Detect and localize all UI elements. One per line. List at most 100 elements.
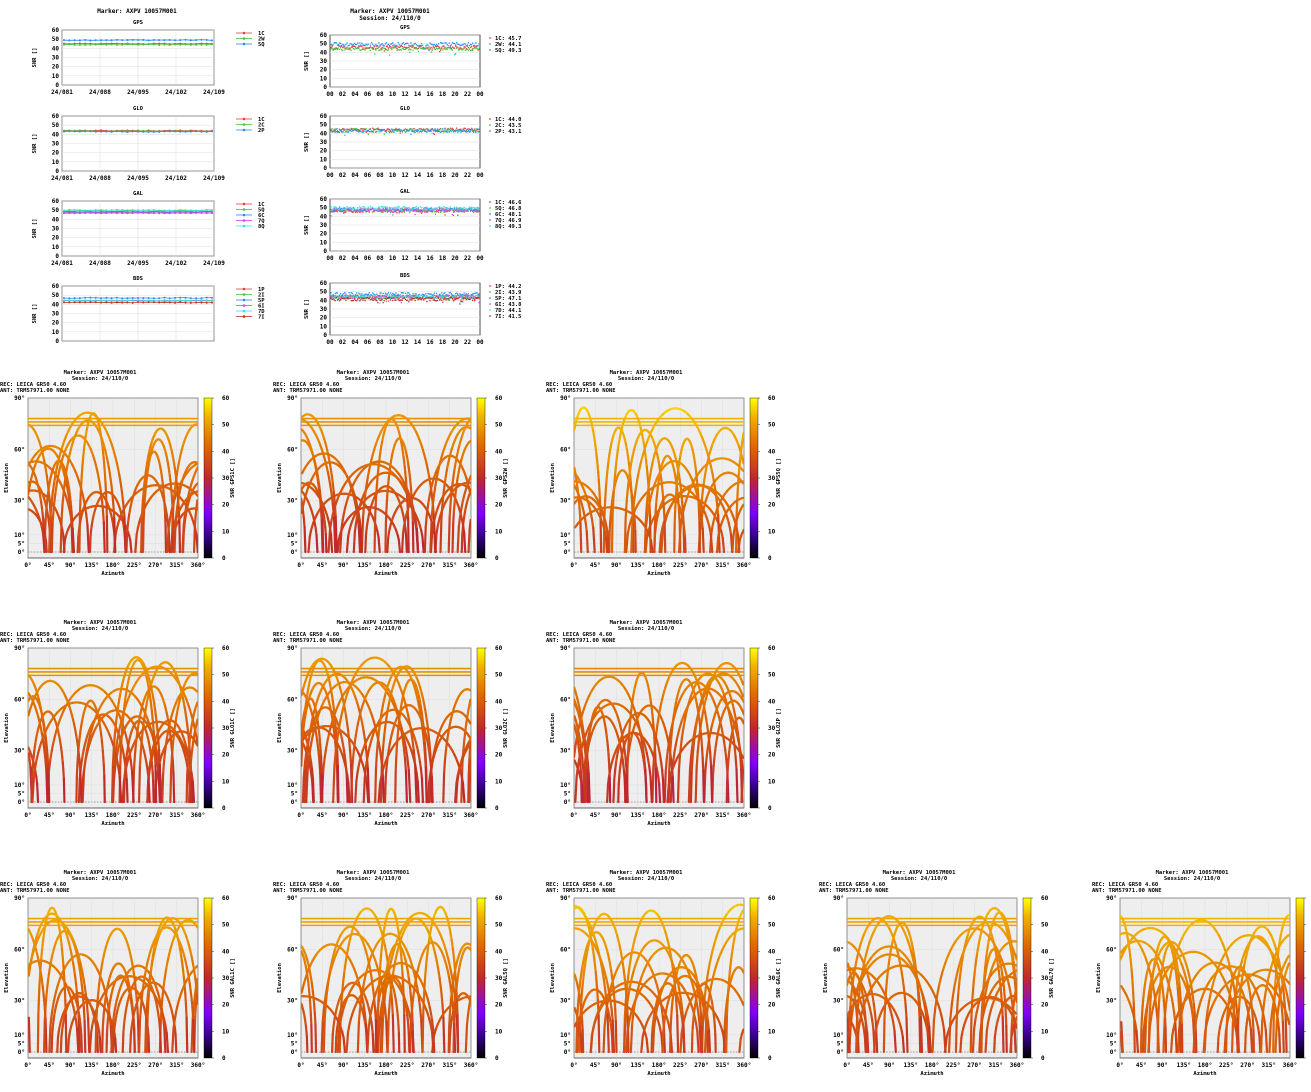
timeseries-point-2W bbox=[142, 44, 144, 46]
session-ytick-label: 10 bbox=[320, 239, 328, 246]
session-point-8Q bbox=[361, 209, 362, 210]
session-legend-marker bbox=[489, 43, 491, 45]
timeseries-point-7D bbox=[111, 300, 113, 302]
timeseries-ylabel: SNR [] bbox=[32, 219, 38, 239]
session-legend-label: 7I: 41.5 bbox=[495, 314, 522, 320]
session-point-5P bbox=[457, 293, 458, 294]
timeseries-point-8Q bbox=[105, 209, 107, 211]
session-legend-label: 2P: 43.1 bbox=[495, 129, 522, 135]
session-point-2P bbox=[468, 130, 469, 131]
session-point-5Q bbox=[385, 43, 386, 44]
timeseries-legend-marker bbox=[243, 43, 246, 46]
session-point-7I bbox=[354, 298, 355, 299]
timeseries-point-5Q bbox=[185, 39, 187, 41]
session-point-2W bbox=[433, 47, 434, 48]
skyplot-track-segment bbox=[171, 536, 172, 552]
timeseries-point-2P bbox=[95, 131, 97, 133]
timeseries-point-2P bbox=[158, 131, 160, 133]
session-point-1C bbox=[465, 128, 466, 129]
session-point-8Q bbox=[339, 206, 340, 207]
session-legend-marker bbox=[489, 124, 491, 126]
timeseries-point-2W bbox=[74, 44, 76, 46]
session-xtick-label: 22 bbox=[464, 339, 472, 345]
session-point-5P bbox=[425, 293, 426, 294]
session-legend-label: 5Q: 49.3 bbox=[495, 48, 522, 54]
session-point-1C bbox=[444, 214, 445, 215]
timeseries-point-5P bbox=[111, 297, 113, 299]
session-point-7D bbox=[384, 297, 385, 298]
session-point-5Q bbox=[399, 44, 400, 45]
timeseries-point-7Q bbox=[68, 212, 70, 214]
timeseries-point-7I bbox=[153, 301, 155, 303]
session-ytick-label: 50 bbox=[320, 41, 328, 48]
session-point-7D bbox=[353, 297, 354, 298]
session-point-5Q bbox=[421, 43, 422, 44]
session-point-2C bbox=[430, 131, 431, 132]
timeseries-point-5Q bbox=[195, 39, 197, 41]
session-point-7D bbox=[370, 295, 371, 296]
session-point-7Q bbox=[413, 210, 414, 211]
timeseries-ylabel: SNR [] bbox=[32, 304, 38, 324]
session-point-7D bbox=[352, 295, 353, 296]
skyplot-colorbar-tick-label: 0 bbox=[222, 555, 226, 562]
session-point-8Q bbox=[370, 206, 371, 207]
session-point-2P bbox=[370, 129, 371, 130]
session-xtick-label: 00 bbox=[326, 172, 334, 179]
timeseries-point-8Q bbox=[95, 209, 97, 211]
session-point-8Q bbox=[463, 207, 464, 208]
session-ytick-label: 40 bbox=[320, 49, 328, 56]
timeseries-ytick-label: 20 bbox=[52, 320, 60, 327]
session-point-7Q bbox=[395, 210, 396, 211]
session-point-7I bbox=[330, 297, 331, 298]
session-point-1C bbox=[471, 46, 472, 47]
session-point-8Q bbox=[367, 208, 368, 209]
session-point-8Q bbox=[357, 207, 358, 208]
session-point-5Q bbox=[354, 43, 355, 44]
session-point-7I bbox=[421, 299, 422, 300]
session-point-2W bbox=[441, 47, 442, 48]
session-point-7Q bbox=[425, 211, 426, 212]
session-ytick-label: 20 bbox=[320, 231, 328, 238]
session-point-8Q bbox=[387, 207, 388, 208]
session-point-8Q bbox=[389, 207, 390, 208]
timeseries-point-7I bbox=[185, 302, 187, 304]
timeseries-point-7D bbox=[68, 299, 70, 301]
timeseries-xtick-label: 24/088 bbox=[89, 175, 111, 182]
timeseries-point-7I bbox=[84, 301, 86, 303]
session-point-6I bbox=[401, 302, 402, 303]
session-point-2P bbox=[459, 129, 460, 130]
session-point-1C bbox=[430, 47, 431, 48]
session-point-2W bbox=[477, 49, 478, 50]
timeseries-point-2P bbox=[132, 131, 134, 133]
session-point-1C bbox=[396, 212, 397, 213]
session-point-5Q bbox=[443, 45, 444, 46]
session-point-5P bbox=[369, 292, 370, 293]
skyplot-track-segment bbox=[175, 529, 176, 552]
timeseries-point-2P bbox=[105, 131, 107, 133]
session-point-8Q bbox=[333, 208, 334, 209]
session-point-2P bbox=[386, 131, 387, 132]
skyplot-header-session: Session: 24/110/0 bbox=[345, 376, 401, 382]
session-xtick-label: 02 bbox=[339, 172, 347, 179]
timeseries-point-8Q bbox=[126, 209, 128, 211]
timeseries-point-8Q bbox=[206, 209, 208, 211]
session-point-2W bbox=[411, 47, 412, 48]
session-point-8Q bbox=[346, 206, 347, 207]
session-point-5P bbox=[478, 294, 479, 295]
timeseries-ytick-label: 50 bbox=[52, 122, 60, 129]
session-point-2P bbox=[433, 133, 434, 134]
timeseries-point-2W bbox=[137, 44, 139, 46]
timeseries-point-2W bbox=[190, 44, 192, 46]
skyplot-track-segment bbox=[53, 482, 54, 491]
timeseries-ytick-label: 60 bbox=[52, 283, 60, 290]
session-ytick-label: 20 bbox=[320, 315, 328, 322]
session-point-8Q bbox=[354, 208, 355, 209]
session-point-2C bbox=[437, 128, 438, 129]
session-point-5Q bbox=[428, 50, 429, 51]
session-point-8Q bbox=[416, 206, 417, 207]
session-point-2P bbox=[391, 132, 392, 133]
timeseries-point-7I bbox=[142, 301, 144, 303]
